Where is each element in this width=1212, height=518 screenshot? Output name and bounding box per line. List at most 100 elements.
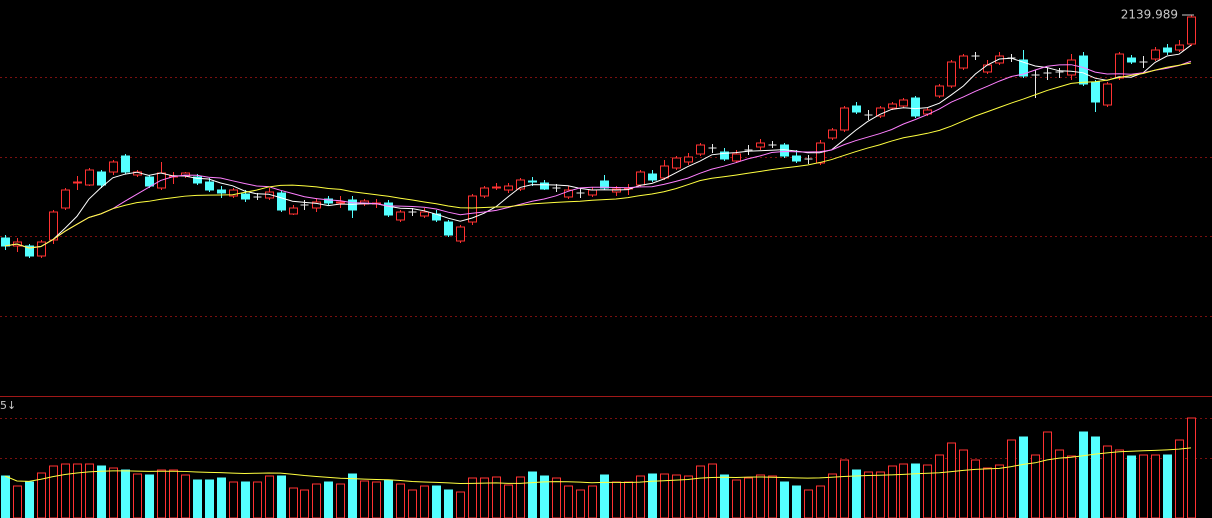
volume-bar — [923, 464, 932, 518]
candle-body — [792, 155, 801, 162]
candle-body — [217, 189, 226, 194]
volume-bar — [528, 471, 537, 518]
candle-body — [588, 189, 597, 196]
candle-body — [672, 157, 681, 169]
volume-label: 5↓ — [0, 399, 16, 412]
volume-bar — [49, 465, 58, 518]
candle-body — [1187, 16, 1196, 45]
candle-body — [756, 142, 765, 148]
volume-bar — [911, 463, 920, 518]
volume-bar — [1151, 454, 1160, 518]
candle-body — [983, 64, 992, 73]
volume-bar — [648, 473, 657, 518]
volume-bar — [708, 463, 717, 518]
volume-bar — [732, 479, 741, 518]
candle-body — [265, 191, 274, 199]
moving-average — [4, 44, 1192, 249]
volume-bar — [1043, 431, 1052, 518]
volume-bar — [888, 465, 897, 518]
volume-bar — [277, 475, 286, 518]
volume-bar — [468, 477, 477, 518]
volume-bar — [995, 464, 1004, 518]
volume-bar — [480, 477, 489, 518]
volume-bar — [840, 459, 849, 518]
volume-bar — [420, 485, 429, 518]
volume-bar — [25, 481, 34, 518]
volume-bar — [492, 476, 501, 518]
candle-body — [109, 161, 118, 173]
volume-bar — [265, 475, 274, 518]
candle-body — [480, 187, 489, 197]
moving-average — [4, 62, 1192, 249]
candle-body — [61, 189, 70, 209]
candle-body — [888, 103, 897, 109]
volume-bar — [73, 463, 82, 518]
volume-bar — [1187, 417, 1196, 518]
volume-bar — [408, 489, 417, 518]
candle-body — [492, 186, 501, 189]
candle-body — [1079, 55, 1088, 85]
volume-bar — [959, 449, 968, 518]
candle-body — [612, 188, 621, 193]
candle-body — [1163, 47, 1172, 53]
volume-bar — [97, 465, 106, 518]
volume-bar — [1031, 454, 1040, 518]
volume-bar — [1091, 436, 1100, 518]
volume-bar — [672, 474, 681, 518]
candle-body — [73, 181, 82, 184]
candle-body — [636, 171, 645, 186]
volume-bar — [588, 485, 597, 518]
candle-body — [1151, 49, 1160, 60]
volume-bar — [636, 475, 645, 518]
volume-bar — [756, 474, 765, 518]
candle-body — [935, 85, 944, 97]
volume-bar — [792, 485, 801, 518]
candle-body — [1, 237, 10, 247]
volume-average — [4, 447, 1192, 485]
candle-body — [396, 211, 405, 221]
volume-bar — [289, 487, 298, 518]
volume-bar — [600, 474, 609, 518]
volume-bar — [372, 481, 381, 518]
volume-bar — [816, 485, 825, 518]
candle-body — [840, 107, 849, 131]
candle-body — [49, 211, 58, 241]
volume-bar — [624, 481, 633, 518]
candle-body — [348, 199, 357, 211]
volume-bar — [864, 471, 873, 518]
volume-bar — [516, 476, 525, 518]
volume-bar — [348, 473, 357, 518]
candle-body — [384, 202, 393, 216]
volume-bar — [1019, 436, 1028, 518]
candle-body — [205, 181, 214, 191]
candle-body — [277, 192, 286, 211]
candle-body — [876, 107, 885, 117]
volume-bar — [971, 459, 980, 518]
volume-bar — [1163, 454, 1172, 518]
candle-body — [1019, 59, 1028, 77]
volume-bar — [1175, 439, 1184, 518]
volume-bar — [13, 485, 22, 518]
candle-body — [852, 105, 861, 113]
candle-body — [193, 176, 202, 184]
volume-bar — [1007, 439, 1016, 518]
volume-bar — [193, 479, 202, 518]
volume-bar — [456, 491, 465, 518]
volume-bar — [432, 485, 441, 518]
volume-bar — [133, 473, 142, 518]
candle-body — [121, 155, 130, 173]
candle-body — [660, 165, 669, 179]
volume-bar — [696, 465, 705, 518]
volume-bar — [504, 484, 513, 518]
candle-body — [229, 189, 238, 197]
candle-body — [828, 129, 837, 139]
candle-body — [85, 169, 94, 186]
volume-bar — [217, 477, 226, 518]
volume-bar — [720, 474, 729, 518]
volume-bar — [300, 489, 309, 518]
candle-body — [684, 156, 693, 163]
volume-bar — [876, 471, 885, 518]
candle-body — [911, 97, 920, 117]
volume-bar — [576, 489, 585, 518]
